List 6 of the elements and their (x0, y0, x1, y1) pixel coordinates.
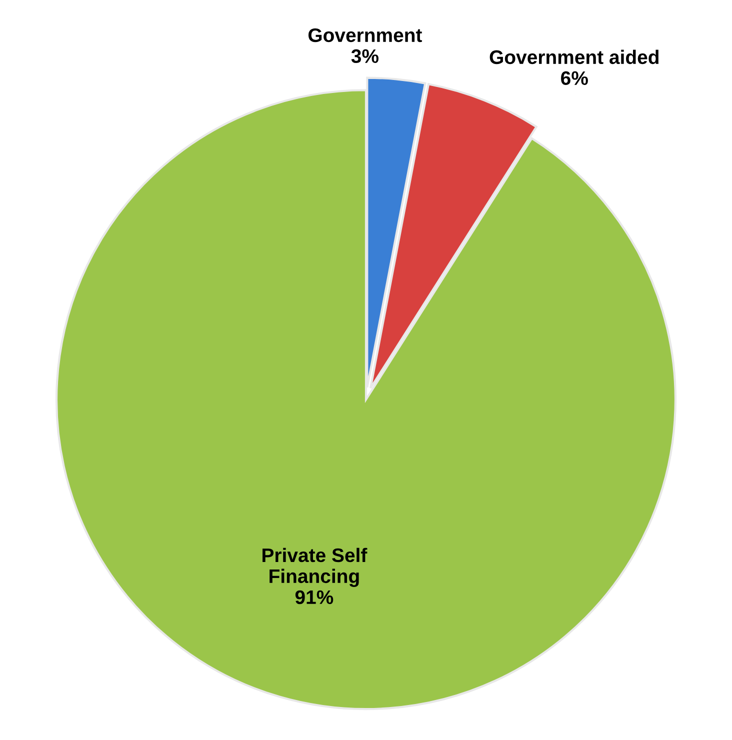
data-label: 6% (561, 71, 588, 86)
slice-label: Government aided (490, 50, 658, 64)
data-label: 3% (351, 49, 378, 64)
data-label: 91% (295, 590, 334, 604)
slice-label: Government (308, 28, 422, 42)
slice-label: Private Self Financing (262, 548, 368, 588)
